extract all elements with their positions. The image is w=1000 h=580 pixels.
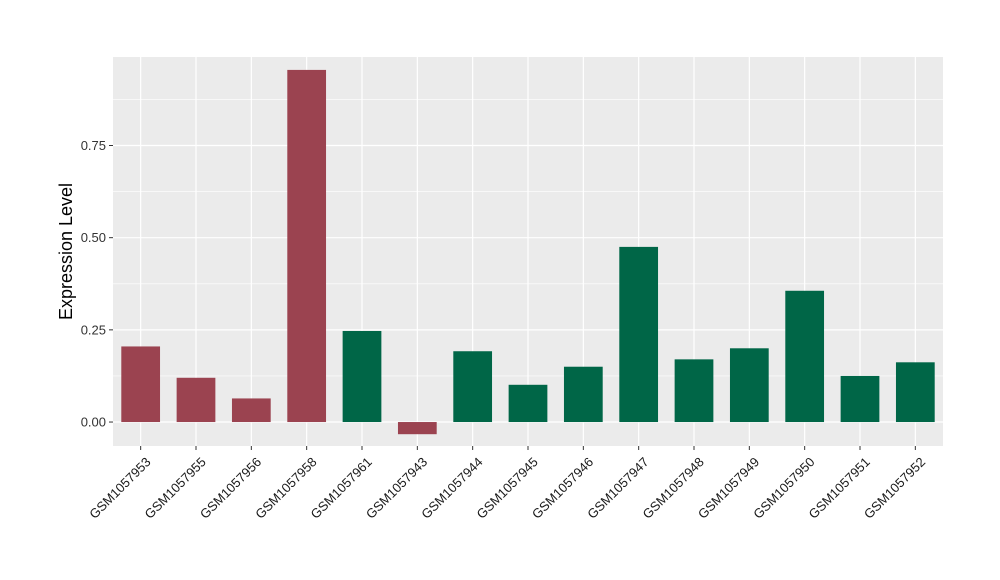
bar-GSM1057946 xyxy=(563,366,603,423)
bars xyxy=(121,69,935,435)
y-axis: 0.00 0.25 0.50 0.75 xyxy=(81,138,113,430)
bar-GSM1057948 xyxy=(674,359,714,423)
bar-GSM1057951 xyxy=(840,375,880,423)
bar-GSM1057961 xyxy=(342,330,382,423)
y-tick-label: 0.25 xyxy=(81,322,106,337)
bar-GSM1057955 xyxy=(176,377,216,423)
bar-GSM1057944 xyxy=(453,351,493,423)
bar-GSM1057943 xyxy=(397,422,437,435)
y-axis-title: Expression Level xyxy=(56,183,76,320)
bar-GSM1057950 xyxy=(785,290,825,423)
y-tick-label: 0.50 xyxy=(81,230,106,245)
bar-GSM1057953 xyxy=(121,346,161,423)
bar-GSM1057952 xyxy=(895,362,935,423)
y-tick-label: 0.00 xyxy=(81,415,106,430)
bar-GSM1057958 xyxy=(287,69,327,423)
y-tick-label: 0.75 xyxy=(81,138,106,153)
bar-GSM1057947 xyxy=(619,246,659,423)
x-axis: GSM1057953GSM1057955GSM1057956GSM1057958… xyxy=(86,446,928,522)
bar-GSM1057945 xyxy=(508,384,548,423)
bar-GSM1057956 xyxy=(231,398,271,423)
bar-GSM1057949 xyxy=(729,348,769,423)
